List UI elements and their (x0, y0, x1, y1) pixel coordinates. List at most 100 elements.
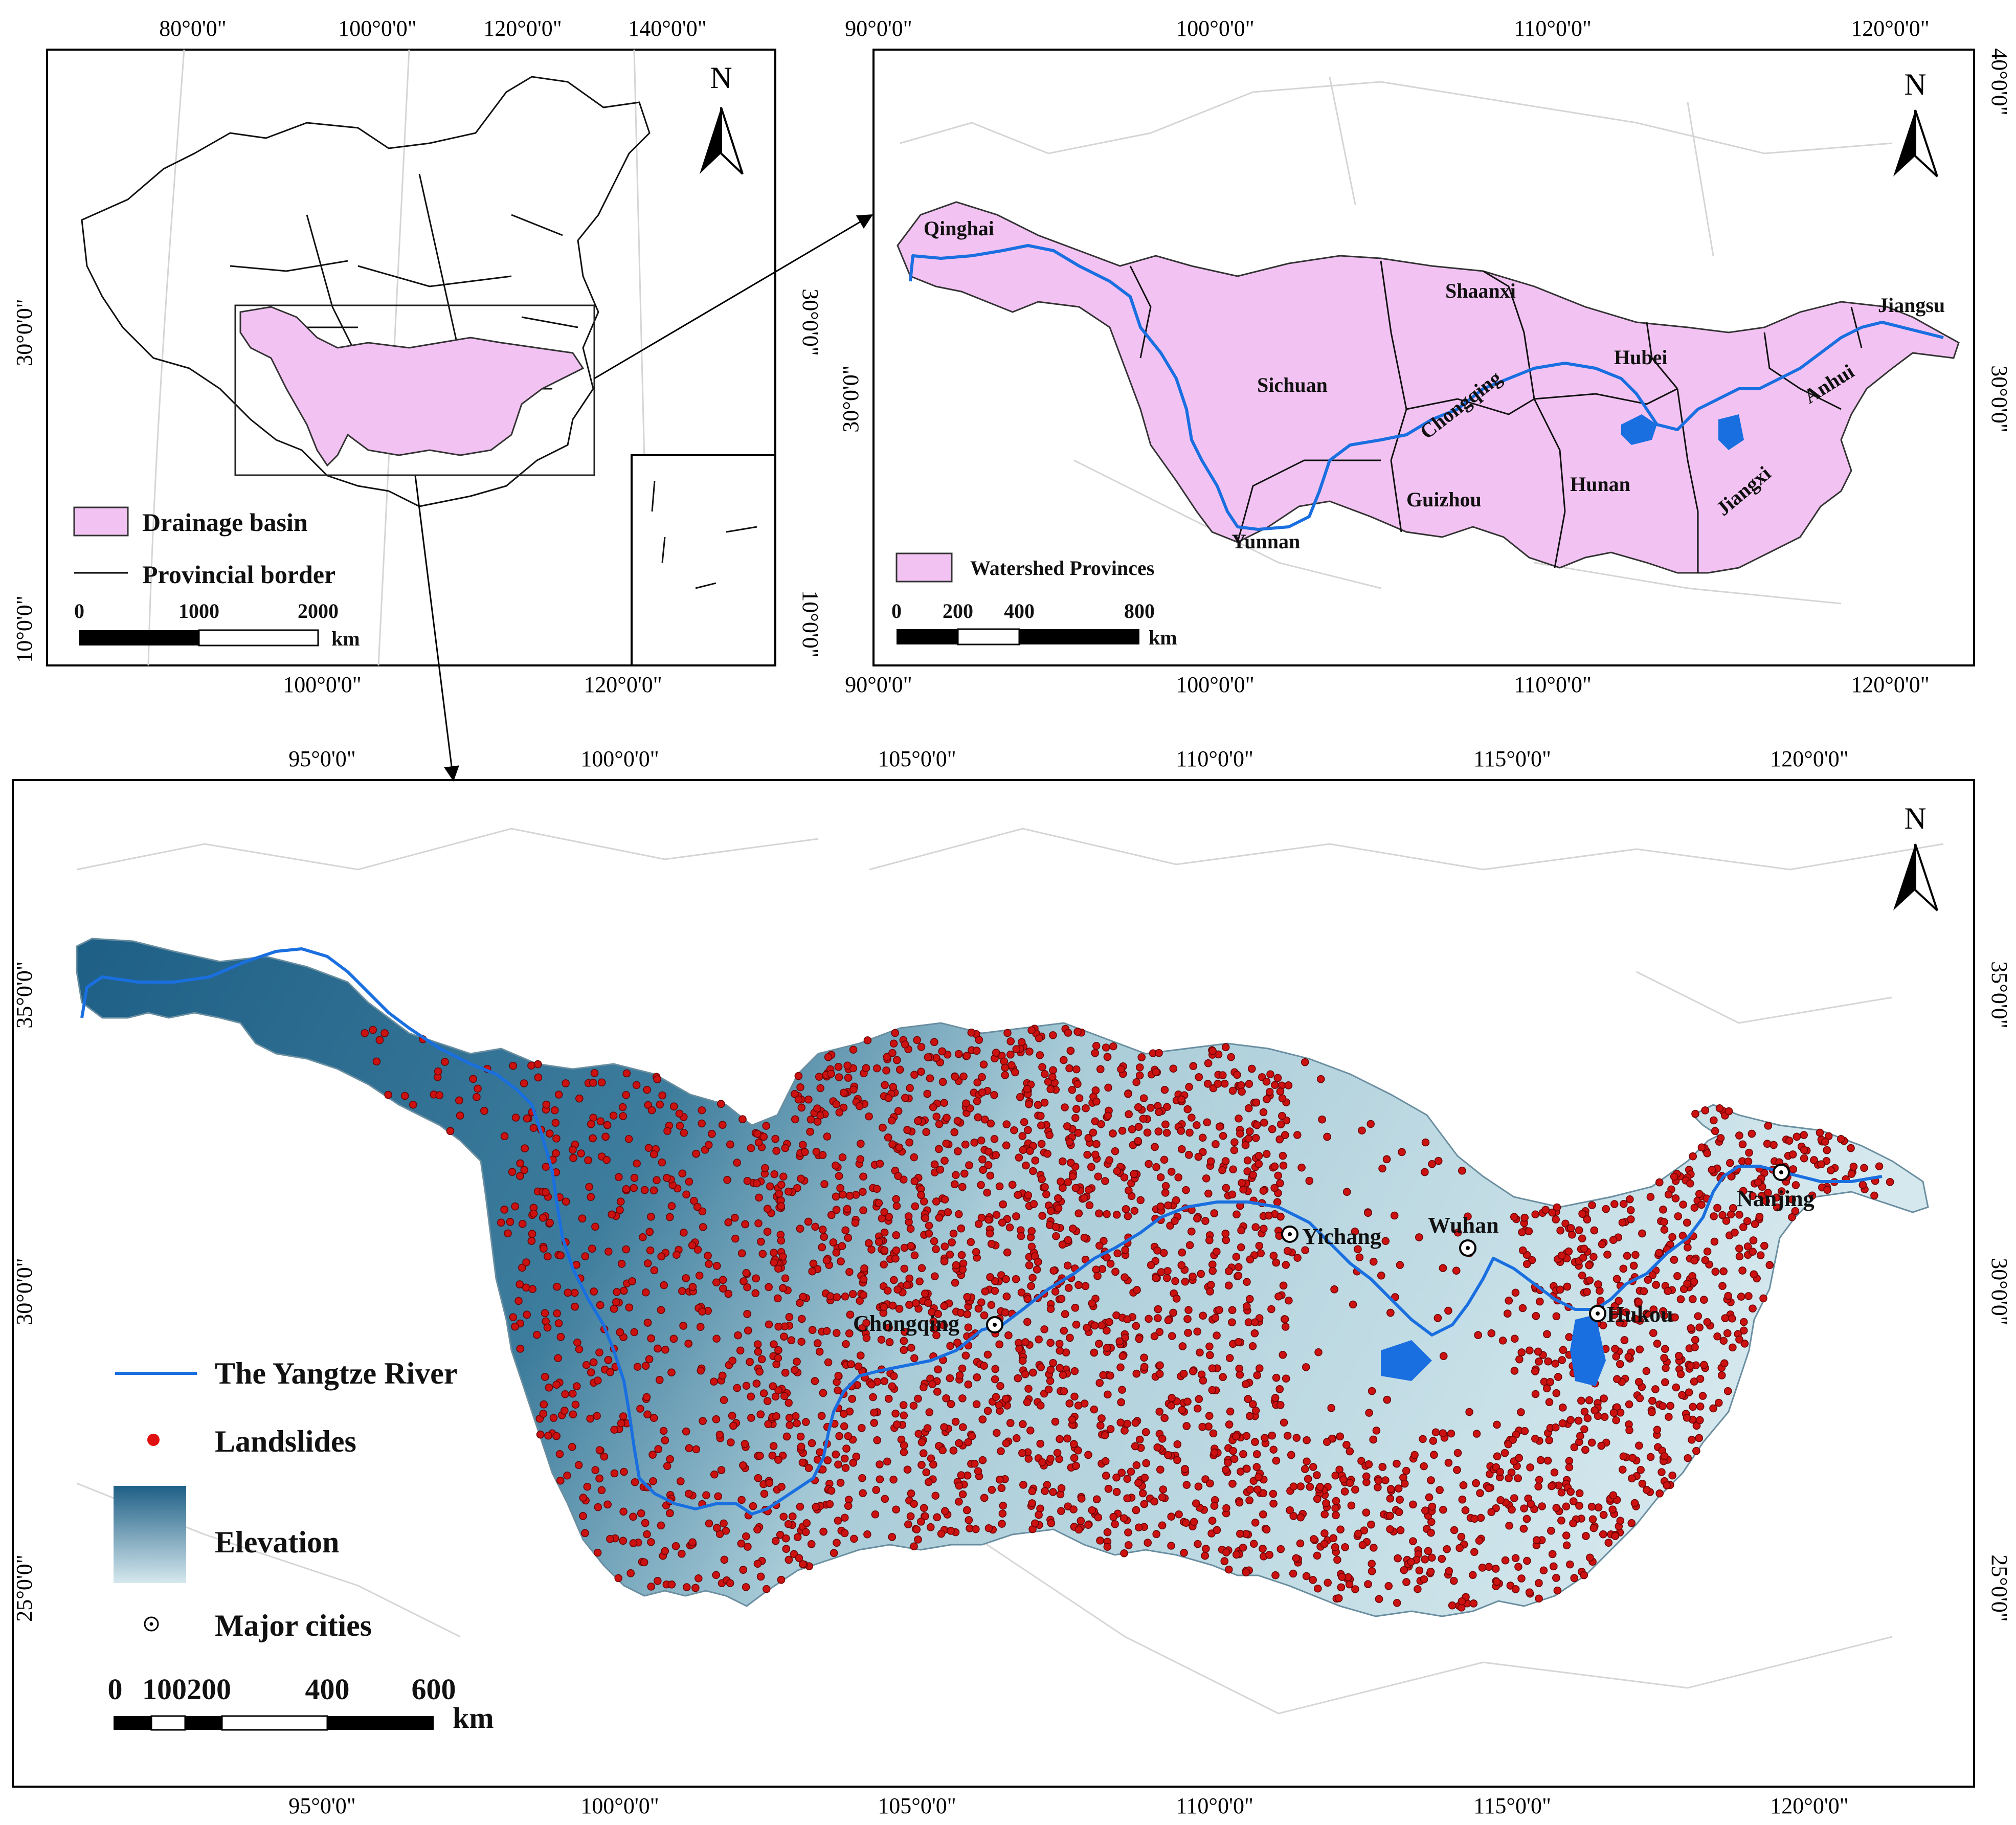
landslide-point (1177, 1261, 1186, 1270)
landslide-point (847, 1360, 855, 1368)
landslide-point (1740, 1340, 1749, 1348)
landslide-point (553, 1309, 561, 1318)
landslide-point (1281, 1315, 1289, 1323)
landslide-point (1207, 1281, 1215, 1289)
landslide-point (1124, 1541, 1133, 1549)
landslide-point (1066, 1159, 1075, 1167)
landslide-point (1109, 1513, 1117, 1521)
landslide-point (1518, 1246, 1527, 1255)
landslide-point (563, 1472, 571, 1480)
landslide-point (890, 1276, 898, 1284)
landslide-point (1123, 1315, 1131, 1324)
landslide-point (1664, 1287, 1672, 1295)
landslide-point (1070, 1367, 1079, 1375)
landslide-point (774, 1264, 782, 1273)
landslide-point (1069, 1505, 1078, 1514)
legend-city-swatch (144, 1616, 159, 1632)
landslide-point (1234, 1338, 1243, 1346)
landslide-point (688, 1283, 697, 1291)
landslide-point (888, 1049, 897, 1057)
landslide-point (1668, 1471, 1676, 1480)
landslide-point (1239, 1543, 1247, 1552)
landslide-point (1564, 1247, 1573, 1256)
landslide-point (1354, 1529, 1362, 1538)
landslide-point (1421, 1168, 1429, 1176)
landslide-point (1138, 1489, 1147, 1498)
landslide-point (790, 1550, 798, 1559)
panel-b-yangtze-river (909, 244, 1944, 531)
landslide-point (1195, 1073, 1203, 1081)
landslide-point (1132, 1322, 1140, 1330)
landslide-point (1077, 1495, 1086, 1503)
landslide-point (1018, 1449, 1026, 1457)
landslide-point (1162, 1128, 1171, 1137)
landslide-point (409, 1100, 417, 1109)
landslide-point (1190, 1518, 1198, 1526)
landslide-point (1717, 1371, 1726, 1379)
landslide-point (697, 1366, 705, 1375)
landslide-point (1237, 1081, 1245, 1089)
landslide-point (914, 1394, 922, 1403)
landslide-point (1649, 1329, 1657, 1337)
landslide-point (1383, 1395, 1392, 1404)
landslide-point (1354, 1245, 1362, 1253)
landslide-point (1161, 1120, 1170, 1129)
landslide-point (1230, 1455, 1239, 1463)
landslide-point (756, 1410, 765, 1418)
landslide-point (1470, 1515, 1479, 1523)
landslide-point (833, 1329, 841, 1337)
landslide-point (1055, 1340, 1064, 1348)
landslide-point (1301, 1465, 1309, 1473)
landslide-point (935, 1145, 943, 1153)
landslide-point (641, 1519, 649, 1527)
landslide-point (1496, 1467, 1504, 1476)
landslide-point (1002, 1439, 1011, 1448)
landslide-point (795, 1554, 803, 1563)
landslide-point (1211, 1314, 1220, 1322)
landslide-point (500, 1206, 508, 1214)
landslide-point (719, 1121, 727, 1129)
landslide-point (1236, 1129, 1244, 1138)
landslide-point (1051, 1287, 1060, 1296)
landslide-point (521, 1144, 529, 1152)
landslide-point (1396, 1526, 1405, 1534)
landslide-point (596, 1117, 605, 1125)
landslide-point (520, 1166, 529, 1174)
landslide-point (1131, 1442, 1139, 1451)
landslide-point (1566, 1487, 1575, 1496)
landslide-point (984, 1215, 993, 1224)
landslide-point (1106, 1371, 1114, 1380)
landslide-point (1169, 1064, 1178, 1073)
landslide-point (1248, 1342, 1257, 1350)
landslide-point (552, 1381, 561, 1389)
landslide-point (1026, 1147, 1034, 1155)
landslide-point (1111, 1267, 1119, 1276)
landslide-point (999, 1501, 1007, 1510)
landslide-point (518, 1220, 527, 1228)
landslide-point (728, 1412, 736, 1420)
landslide-point (924, 1053, 932, 1061)
landslide-point (736, 1346, 745, 1355)
landslide-point (669, 1334, 678, 1343)
landslide-point (1660, 1226, 1669, 1234)
landslide-point (893, 1285, 902, 1294)
landslide-point (1585, 1396, 1594, 1405)
landslide-point (931, 1272, 939, 1281)
landslide-point (1209, 1429, 1218, 1438)
landslide-point (1073, 1080, 1082, 1088)
landslide-point (1269, 1445, 1278, 1454)
landslide-point (522, 1258, 530, 1266)
landslide-point (1233, 1550, 1241, 1559)
landslide-point (1386, 1511, 1394, 1520)
panel-b-lat-left-1: 30°0'0" (838, 365, 863, 432)
landslide-point (1228, 1306, 1237, 1315)
landslide-point (838, 1242, 846, 1251)
landslide-point (544, 1431, 552, 1440)
landslide-point (926, 1074, 934, 1083)
panel-a-scale-0: 0 (74, 599, 84, 622)
landslide-point (1301, 1058, 1309, 1066)
landslide-point (777, 1575, 786, 1584)
landslide-point (647, 1538, 655, 1546)
landslide-point (1655, 1489, 1664, 1498)
landslide-point (708, 1130, 716, 1138)
